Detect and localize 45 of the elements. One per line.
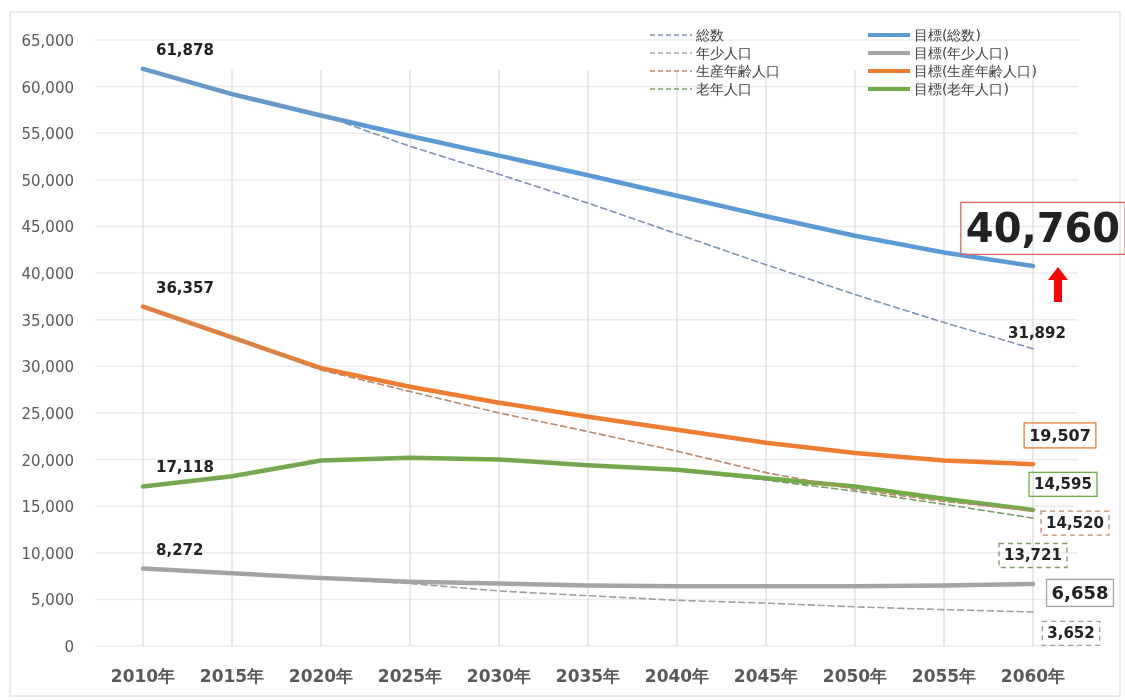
y-tick-label: 55,000 <box>21 125 74 144</box>
x-tick-label: 2030年 <box>466 666 532 686</box>
x-tick-label: 2040年 <box>644 666 710 686</box>
data-label: 13,721 <box>1004 546 1062 565</box>
x-tick-label: 2025年 <box>377 666 443 686</box>
data-label: 8,272 <box>156 540 204 559</box>
legend-label: 目標(生産年齢人口) <box>914 63 1037 79</box>
y-tick-label: 0 <box>64 638 74 656</box>
x-tick-label: 2015年 <box>199 666 265 686</box>
data-label: 14,595 <box>1034 475 1092 494</box>
legend-label: 目標(年少人口) <box>914 45 1009 61</box>
data-label: 6,658 <box>1051 582 1109 604</box>
legend-label: 年少人口 <box>696 45 752 61</box>
legend-label: 総数 <box>695 27 724 43</box>
y-tick-label: 10,000 <box>21 544 74 563</box>
y-tick-label: 20,000 <box>21 451 74 470</box>
y-tick-label: 65,000 <box>21 32 74 50</box>
data-label: 61,878 <box>156 41 214 60</box>
x-tick-label: 2010年 <box>110 666 176 686</box>
y-tick-label: 45,000 <box>21 218 74 237</box>
y-tick-label: 35,000 <box>21 311 74 330</box>
y-tick-label: 50,000 <box>21 171 74 190</box>
legend-label: 目標(総数) <box>914 27 981 43</box>
x-tick-label: 2055年 <box>911 666 977 686</box>
y-tick-label: 30,000 <box>21 358 74 377</box>
x-tick-label: 2045年 <box>733 666 799 686</box>
y-tick-label: 25,000 <box>21 404 74 423</box>
data-label: 40,760 <box>965 205 1121 252</box>
x-tick-label: 2035年 <box>555 666 621 686</box>
data-label: 31,892 <box>1008 324 1066 343</box>
data-label: 14,520 <box>1046 514 1104 533</box>
y-tick-label: 5,000 <box>31 591 74 610</box>
data-label: 36,357 <box>156 279 214 298</box>
y-tick-label: 15,000 <box>21 498 74 517</box>
x-tick-label: 2060年 <box>1000 666 1066 686</box>
legend-label: 生産年齢人口 <box>696 63 780 79</box>
x-tick-label: 2020年 <box>288 666 354 686</box>
data-label: 17,118 <box>156 458 214 477</box>
legend-label: 目標(老年人口) <box>914 81 1009 97</box>
data-label: 19,507 <box>1029 425 1091 445</box>
x-tick-label: 2050年 <box>822 666 888 686</box>
data-label: 3,652 <box>1047 624 1095 643</box>
y-tick-label: 40,000 <box>21 265 74 284</box>
legend-label: 老年人口 <box>696 81 752 97</box>
y-tick-label: 60,000 <box>21 78 74 97</box>
